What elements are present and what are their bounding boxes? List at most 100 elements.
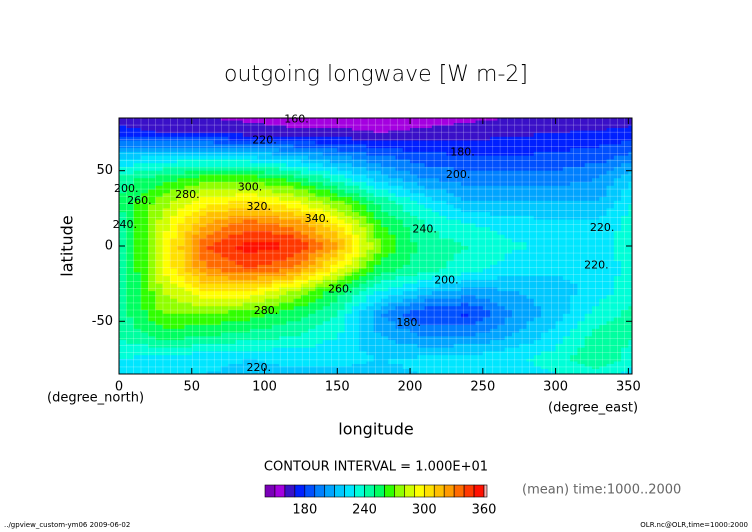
field-cell	[228, 306, 236, 311]
field-cell	[373, 313, 382, 318]
field-cell	[344, 336, 353, 341]
field-cell	[366, 182, 375, 187]
field-cell	[279, 242, 287, 247]
field-cell	[511, 272, 520, 277]
field-cell	[468, 140, 476, 145]
field-cell	[162, 144, 171, 149]
field-cell	[373, 363, 382, 367]
field-cell	[446, 317, 455, 322]
field-cell	[606, 246, 615, 251]
field-cell	[453, 306, 462, 311]
field-cell	[606, 325, 615, 330]
field-cell	[446, 133, 455, 138]
field-cell	[599, 264, 607, 269]
field-cell	[628, 200, 632, 205]
field-cell	[359, 204, 367, 209]
field-cell	[541, 159, 549, 164]
field-cell	[126, 223, 134, 228]
field-cell	[628, 272, 632, 277]
field-cell	[606, 343, 615, 349]
field-cell	[431, 223, 440, 228]
field-cell	[337, 298, 345, 303]
field-cell	[359, 253, 367, 258]
field-cell	[242, 368, 251, 372]
field-cell	[191, 193, 200, 198]
field-cell	[206, 130, 214, 134]
field-cell	[155, 163, 164, 168]
field-cell	[439, 343, 447, 349]
field-cell	[228, 249, 236, 254]
field-cell	[359, 272, 367, 277]
field-cell	[162, 125, 171, 129]
field-cell	[424, 170, 433, 175]
field-cell	[242, 313, 251, 318]
field-cell	[300, 170, 309, 175]
field-cell	[461, 272, 469, 277]
field-cell	[402, 291, 411, 296]
field-cell	[380, 178, 389, 183]
field-cell	[482, 287, 491, 292]
field-cell	[279, 366, 287, 370]
field-cell	[628, 246, 632, 251]
field-cell	[591, 343, 600, 349]
field-cell	[162, 351, 171, 356]
field-cell	[337, 253, 345, 258]
field-cell	[562, 347, 571, 352]
field-cell	[177, 120, 185, 124]
field-cell	[424, 133, 433, 138]
field-cell	[628, 340, 632, 345]
field-cell	[388, 302, 396, 307]
field-cell	[264, 355, 273, 360]
field-cell	[366, 238, 375, 243]
field-cell	[177, 328, 185, 333]
field-cell	[308, 133, 316, 138]
field-cell	[315, 215, 324, 221]
field-cell	[562, 298, 571, 303]
field-cell	[249, 215, 258, 221]
field-cell	[584, 317, 593, 322]
field-cell	[133, 317, 142, 322]
field-cell	[482, 151, 491, 157]
field-cell	[439, 148, 447, 153]
field-cell	[395, 159, 404, 164]
field-cell	[199, 313, 207, 318]
field-cell	[395, 246, 404, 251]
field-cell	[199, 302, 207, 307]
field-cell	[213, 148, 222, 153]
field-cell	[468, 118, 476, 121]
field-cell	[148, 155, 156, 160]
field-cell	[402, 163, 411, 168]
field-cell	[271, 166, 280, 172]
field-cell	[235, 321, 244, 326]
field-cell	[308, 120, 316, 124]
field-cell	[410, 355, 418, 360]
field-cell	[584, 148, 593, 153]
field-cell	[541, 144, 549, 149]
field-cell	[606, 302, 615, 307]
field-cell	[373, 215, 382, 221]
field-cell	[351, 200, 360, 205]
field-cell	[308, 272, 316, 277]
field-cell	[380, 189, 389, 194]
field-cell	[417, 268, 426, 273]
field-cell	[162, 313, 171, 318]
field-cell	[410, 130, 418, 134]
field-cell	[279, 257, 287, 262]
field-cell	[388, 283, 396, 288]
field-cell	[199, 257, 207, 262]
field-cell	[315, 268, 324, 273]
field-cell	[271, 363, 280, 367]
field-cell	[475, 120, 484, 124]
field-cell	[337, 313, 345, 318]
field-cell	[344, 242, 353, 247]
field-cell	[584, 166, 593, 172]
field-cell	[439, 166, 447, 172]
field-cell	[359, 302, 367, 307]
field-cell	[155, 118, 164, 121]
field-cell	[511, 197, 520, 202]
field-cell	[577, 343, 586, 349]
field-cell	[337, 189, 345, 194]
field-cell	[380, 317, 389, 322]
field-cell	[279, 325, 287, 330]
field-cell	[606, 123, 615, 126]
